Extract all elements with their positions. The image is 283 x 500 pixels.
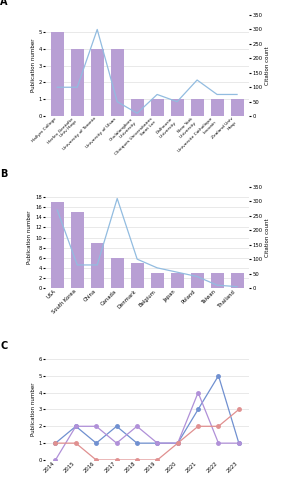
Bar <box>71 212 84 288</box>
South Korea <box>74 424 78 430</box>
Bar <box>211 100 224 116</box>
China <box>95 457 98 463</box>
Bar <box>171 273 184 288</box>
Y-axis label: Citation count: Citation count <box>265 218 271 257</box>
Bar <box>111 48 124 116</box>
Y-axis label: Citation count: Citation count <box>265 46 271 85</box>
South Korea <box>237 440 241 446</box>
China <box>237 406 241 412</box>
Bar <box>171 100 184 116</box>
South Korea <box>95 424 98 430</box>
Y-axis label: Publication number: Publication number <box>31 39 36 92</box>
Y-axis label: Publication number: Publication number <box>31 382 36 436</box>
USA <box>54 440 57 446</box>
Bar <box>151 100 164 116</box>
Bar <box>71 48 84 116</box>
Bar <box>51 32 64 116</box>
Bar <box>131 100 144 116</box>
USA <box>74 424 78 430</box>
South Korea <box>135 424 139 430</box>
Line: China: China <box>54 408 241 462</box>
China <box>156 457 159 463</box>
Legend: Publication number, Citation count: Publication number, Citation count <box>97 360 197 364</box>
USA <box>156 440 159 446</box>
South Korea <box>156 440 159 446</box>
Text: B: B <box>1 169 8 179</box>
China <box>196 424 200 430</box>
USA <box>196 406 200 412</box>
Bar <box>151 273 164 288</box>
Bar <box>91 242 104 288</box>
Text: C: C <box>1 341 8 351</box>
South Korea <box>176 440 179 446</box>
China <box>115 457 118 463</box>
South Korea <box>54 457 57 463</box>
Bar <box>91 48 104 116</box>
USA <box>115 424 118 430</box>
China <box>217 424 220 430</box>
Y-axis label: Publication number: Publication number <box>27 211 32 264</box>
USA <box>95 440 98 446</box>
China <box>176 440 179 446</box>
USA <box>237 440 241 446</box>
South Korea <box>196 390 200 396</box>
Bar <box>231 273 244 288</box>
Bar <box>51 202 64 288</box>
Bar <box>111 258 124 288</box>
China <box>74 440 78 446</box>
Bar <box>191 100 203 116</box>
South Korea <box>217 440 220 446</box>
Legend: Publication number, Citation count: Publication number, Citation count <box>97 190 197 194</box>
Line: USA: USA <box>54 374 241 445</box>
USA <box>135 440 139 446</box>
Bar <box>211 273 224 288</box>
Line: South Korea: South Korea <box>54 391 241 462</box>
China <box>135 457 139 463</box>
USA <box>217 372 220 378</box>
USA <box>176 440 179 446</box>
Text: A: A <box>1 0 8 7</box>
South Korea <box>115 440 118 446</box>
China <box>54 440 57 446</box>
Bar <box>131 263 144 288</box>
Bar <box>231 100 244 116</box>
Bar <box>191 273 203 288</box>
